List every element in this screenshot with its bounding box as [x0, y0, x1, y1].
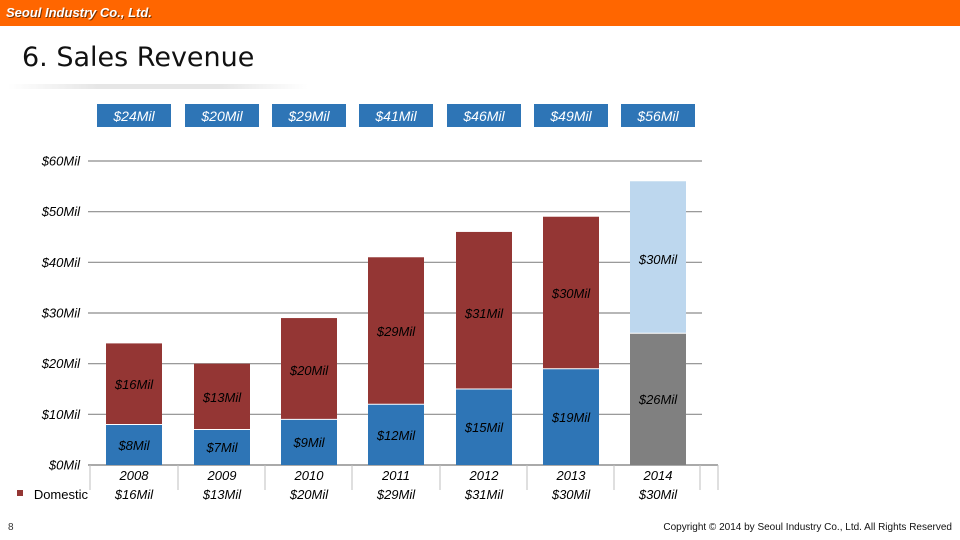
page-title: 6. Sales Revenue	[22, 42, 255, 73]
table-cell: $29Mil	[376, 487, 416, 502]
total-label-box	[534, 104, 608, 127]
bar-overseas	[106, 343, 162, 425]
total-label-box	[621, 104, 695, 127]
table-cell: $30Mil	[551, 487, 591, 502]
data-label-overseas: $20Mil	[289, 363, 329, 378]
x-tick-label: 2008	[119, 468, 150, 483]
slide-number: 8	[8, 522, 14, 533]
y-tick-label: $10Mil	[41, 407, 81, 422]
total-label-box	[185, 104, 259, 127]
table-cell: $16Mil	[114, 487, 154, 502]
bar-domestic	[543, 368, 599, 465]
bar-overseas	[456, 231, 512, 389]
data-label-domestic: $12Mil	[376, 428, 416, 443]
total-label-box	[447, 104, 521, 127]
total-label-box	[359, 104, 433, 127]
data-label-domestic: $8Mil	[117, 438, 150, 453]
y-tick-label: $30Mil	[41, 306, 81, 321]
title-underline	[8, 84, 308, 89]
legend-swatch	[17, 490, 23, 496]
data-label-overseas: $16Mil	[114, 377, 154, 392]
total-label: $56Mil	[636, 108, 679, 124]
data-label-domestic: $19Mil	[551, 410, 591, 425]
bar-domestic	[281, 419, 337, 465]
bar-domestic	[368, 404, 424, 465]
total-label: $41Mil	[374, 108, 417, 124]
bar-domestic	[630, 333, 686, 465]
x-tick-label: 2010	[294, 468, 325, 483]
x-tick-label: 2012	[469, 468, 500, 483]
data-label-domestic: $26Mil	[638, 392, 678, 407]
bar-overseas	[543, 216, 599, 369]
company-name: Seoul Industry Co., Ltd.	[6, 5, 152, 20]
bar-overseas	[368, 257, 424, 405]
bar-domestic	[456, 389, 512, 465]
y-tick-label: $60Mil	[41, 154, 81, 169]
y-tick-label: $40Mil	[41, 255, 81, 270]
data-label-overseas: $30Mil	[551, 286, 591, 301]
table-cell: $31Mil	[464, 487, 504, 502]
legend-label: Domestic	[34, 487, 89, 502]
data-label-overseas: $29Mil	[376, 324, 416, 339]
bar-domestic	[194, 429, 250, 465]
bar-domestic	[106, 424, 162, 465]
y-tick-label: $50Mil	[41, 204, 81, 219]
table-cell: $30Mil	[638, 487, 678, 502]
header-bar: Seoul Industry Co., Ltd.	[0, 0, 960, 26]
data-label-domestic: $15Mil	[464, 420, 504, 435]
y-tick-label: $20Mil	[41, 356, 81, 371]
data-label-overseas: $13Mil	[202, 390, 242, 405]
total-label: $29Mil	[287, 108, 330, 124]
x-tick-label: 2009	[207, 468, 237, 483]
y-tick-label: $0Mil	[48, 458, 81, 473]
table-cell: $20Mil	[289, 487, 329, 502]
total-label: $46Mil	[462, 108, 505, 124]
total-label-box	[272, 104, 346, 127]
x-tick-label: 2013	[556, 468, 587, 483]
total-label: $49Mil	[549, 108, 592, 124]
total-label: $24Mil	[112, 108, 155, 124]
copyright: Copyright © 2014 by Seoul Industry Co., …	[663, 522, 952, 533]
data-label-domestic: $9Mil	[292, 435, 325, 450]
data-label-overseas: $31Mil	[464, 306, 504, 321]
x-tick-label: 2014	[643, 468, 673, 483]
total-label: $20Mil	[200, 108, 243, 124]
bar-overseas	[194, 363, 250, 430]
table-cell: $13Mil	[202, 487, 242, 502]
total-label-box	[97, 104, 171, 127]
x-tick-label: 2011	[381, 468, 410, 483]
bar-overseas	[281, 318, 337, 420]
bar-overseas	[630, 181, 686, 334]
data-label-domestic: $7Mil	[205, 440, 238, 455]
data-label-overseas: $30Mil	[638, 252, 678, 267]
